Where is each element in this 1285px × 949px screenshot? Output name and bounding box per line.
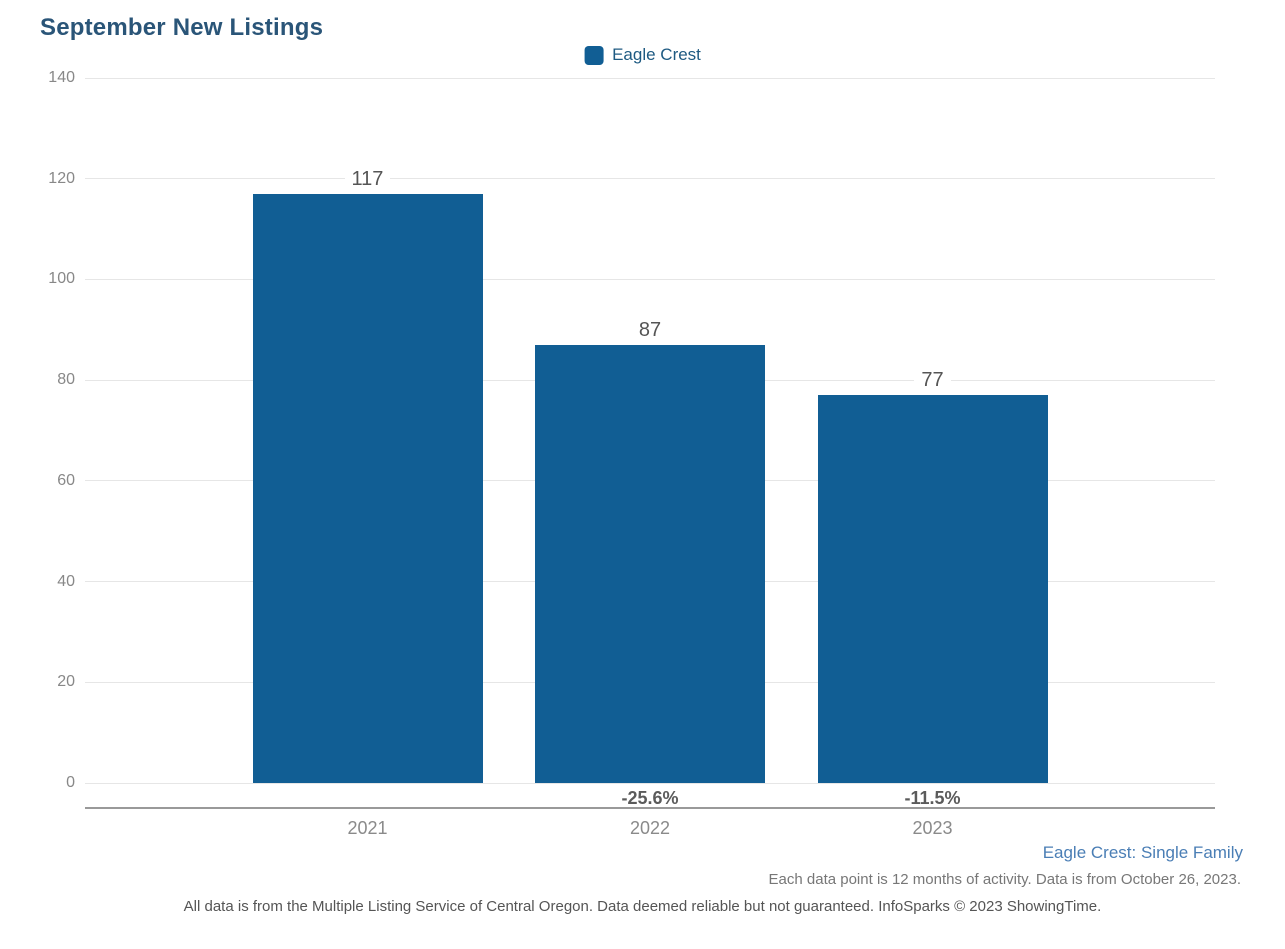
bar-value-label-2023: 77 — [853, 368, 1013, 392]
gridline-y-0 — [85, 782, 1215, 784]
bar-2023[interactable] — [817, 395, 1048, 783]
x-axis-line — [85, 807, 1215, 809]
gridline-y-140 — [85, 77, 1215, 79]
ytick-label-120: 120 — [48, 169, 75, 187]
gridline-y-100 — [85, 278, 1215, 280]
bar-2021[interactable] — [252, 193, 483, 783]
pct-change-label-2022: -25.6% — [621, 788, 679, 808]
series-descriptor: Eagle Crest: Single Family — [1042, 843, 1243, 862]
pct-change-label-2023: -11.5% — [904, 788, 961, 808]
legend[interactable]: Eagle Crest — [584, 45, 701, 65]
gridline-y-120 — [85, 178, 1215, 180]
bar-value-label-2021: 117 — [288, 167, 448, 191]
ytick-label-40: 40 — [57, 572, 75, 590]
ytick-label-0: 0 — [66, 774, 75, 791]
disclaimer: All data is from the Multiple Listing Se… — [183, 898, 1102, 915]
legend-swatch-icon — [584, 45, 604, 65]
ytick-label-80: 80 — [57, 371, 75, 389]
data-note: Each data point is 12 months of activity… — [768, 871, 1241, 888]
xtick-label-2021: 2021 — [347, 818, 388, 838]
xtick-label-2023: 2023 — [912, 818, 953, 838]
ytick-label-140: 140 — [48, 69, 75, 86]
ytick-label-60: 60 — [57, 471, 75, 489]
legend-label: Eagle Crest — [612, 45, 701, 64]
xtick-label-2022: 2022 — [629, 818, 671, 838]
bar-2022[interactable] — [535, 344, 765, 783]
ytick-label-20: 20 — [57, 673, 75, 691]
chart-title: September New Listings — [40, 14, 324, 41]
ytick-label-100: 100 — [48, 270, 75, 288]
bar-value-label-2022: 87 — [570, 318, 730, 342]
